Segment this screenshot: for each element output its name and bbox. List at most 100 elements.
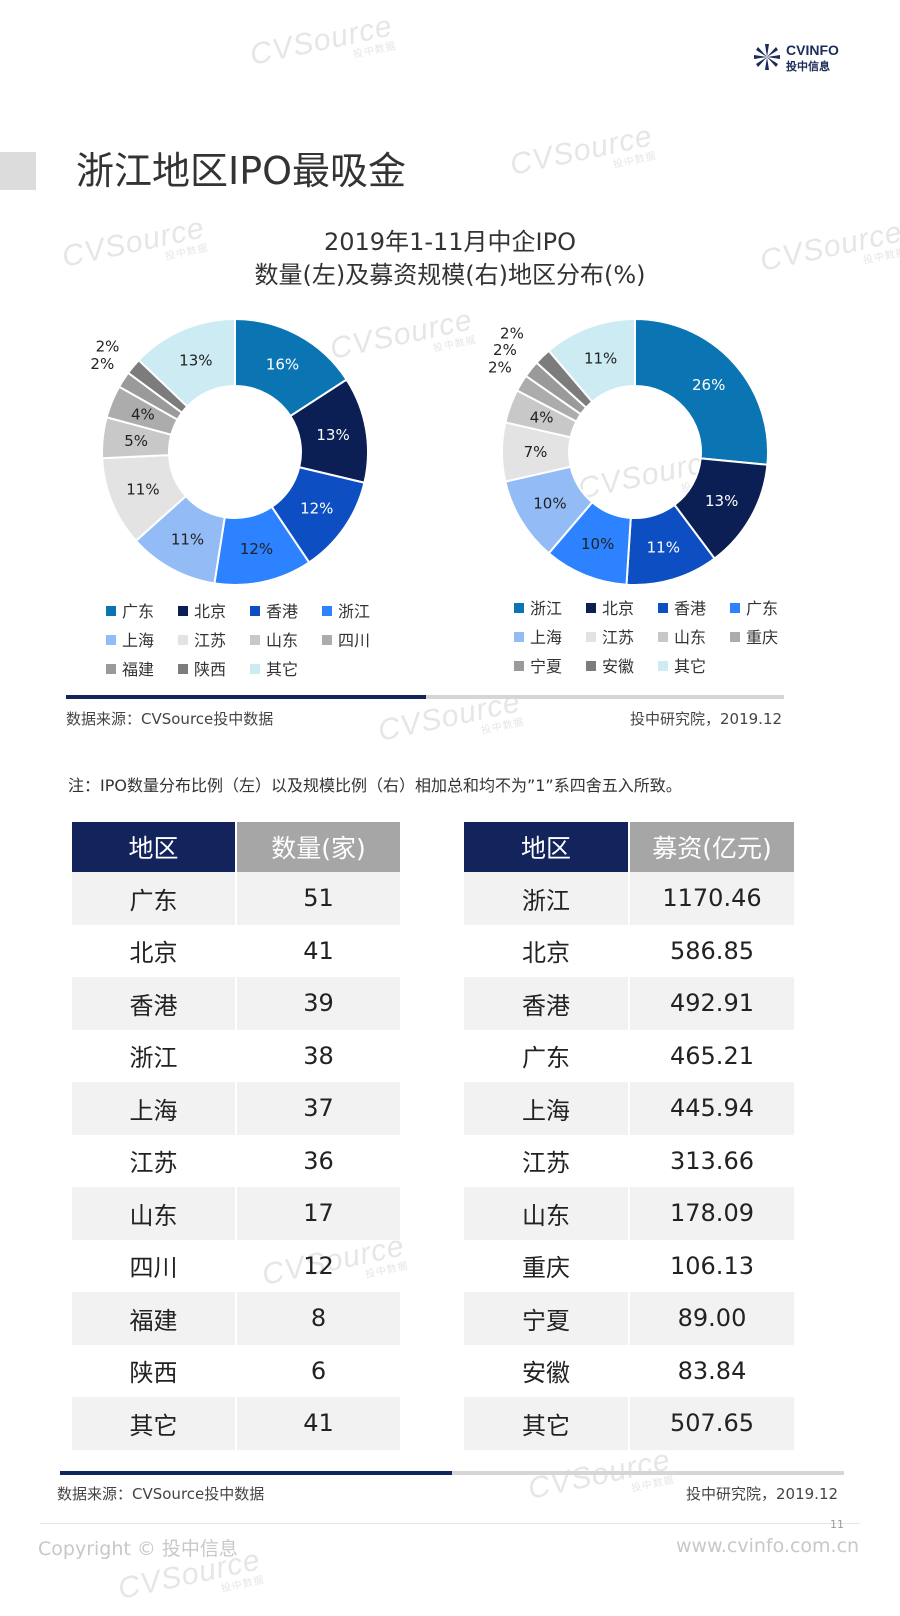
legend-swatch (586, 661, 596, 671)
table-row: 广东 51 (72, 872, 400, 925)
slice-label: 5% (124, 432, 148, 450)
ipo-count-table: 地区 数量(家) 广东 51 北京 41 香港 39 浙江 38 上海 37 江苏 36 山东 17 四川 1… (72, 822, 400, 1450)
slice-label: 12% (240, 540, 273, 558)
cell-region: 福建 (72, 1292, 236, 1345)
legend-swatch (514, 632, 524, 642)
cell-region: 广东 (522, 1044, 570, 1073)
legend-item: 福建 (106, 656, 154, 680)
legend-label: 四川 (338, 631, 371, 650)
legend-item: 北京 (178, 598, 226, 622)
legend-item: 山东 (658, 624, 706, 648)
cell-value: 37 (235, 1082, 400, 1135)
donut-chart-amount: 26%13%11%10%10%7%4%2%2%2%11% (488, 317, 769, 586)
legend-item: 上海 (514, 624, 562, 648)
legend-label: 香港 (266, 602, 299, 621)
legend-swatch (250, 635, 260, 645)
legend-amount: 浙江 北京 香港 广东 上海 江苏 山东 重庆 宁夏 安徽 其它 (514, 595, 814, 683)
cell-value: 465.21 (628, 1029, 794, 1082)
cell-value: 313.66 (628, 1134, 794, 1187)
chart-title-line1: 2019年1-11月中企IPO (324, 228, 576, 256)
table-row: 广东 465.21 (464, 1029, 794, 1082)
slice-label: 2% (96, 338, 120, 356)
legend-label: 香港 (674, 599, 707, 618)
chart-source-rule (66, 695, 784, 699)
slice-label: 2% (500, 325, 524, 343)
brand-mark-icon (754, 44, 780, 70)
legend-swatch (106, 664, 116, 674)
legend-item: 四川 (322, 627, 370, 651)
legend-label: 浙江 (530, 599, 563, 618)
slice-label: 4% (131, 405, 155, 423)
legend-label: 其它 (266, 660, 299, 679)
cell-region: 上海 (464, 1082, 629, 1135)
cell-value: 12 (235, 1239, 400, 1292)
website-link[interactable]: www.cvinfo.com.cn (676, 1535, 860, 1557)
cell-value: 492.91 (628, 977, 794, 1030)
cell-region: 浙江 (464, 872, 629, 925)
chart-title: 2019年1-11月中企IPO 数量(左)及募资规模(右)地区分布(%) (0, 226, 900, 292)
chart-title-line2: 数量(左)及募资规模(右)地区分布(%) (254, 261, 646, 289)
cell-region: 浙江 (129, 1044, 178, 1073)
legend-label: 北京 (194, 602, 227, 621)
legend-item: 其它 (658, 653, 706, 677)
cell-value: 586.85 (628, 924, 794, 977)
slice-label: 10% (533, 495, 566, 513)
legend-label: 广东 (122, 602, 155, 621)
legend-item: 浙江 (322, 598, 370, 622)
cell-region: 上海 (72, 1082, 236, 1135)
cell-region: 其它 (72, 1397, 236, 1450)
legend-item: 香港 (658, 595, 706, 619)
legend-swatch (322, 635, 332, 645)
slice-label: 2% (90, 355, 114, 373)
table-row: 江苏 36 (72, 1134, 400, 1187)
table-row: 浙江 38 (72, 1029, 400, 1082)
donut-slice-其它 (547, 317, 636, 404)
legend-swatch (250, 606, 260, 616)
table-header-amount: 募资(亿元) (628, 822, 794, 872)
legend-item: 重庆 (730, 624, 778, 648)
brand-subtitle: 投中信息 (786, 60, 830, 73)
table-header-region: 地区 (464, 822, 629, 872)
slice-label: 16% (266, 356, 299, 374)
cell-region: 北京 (522, 939, 570, 968)
legend-label: 陕西 (194, 660, 227, 679)
table-row: 香港 39 (72, 977, 400, 1030)
table-row: 陕西 6 (72, 1344, 400, 1397)
legend-label: 宁夏 (530, 657, 563, 676)
page-number: 11 (830, 1518, 844, 1531)
table-row: 浙江 1170.46 (464, 872, 794, 925)
table-row: 宁夏 89.00 (464, 1292, 794, 1345)
legend-swatch (658, 603, 668, 613)
legend-item: 江苏 (178, 627, 226, 651)
slice-label: 2% (488, 359, 512, 377)
cell-value: 445.94 (628, 1082, 794, 1135)
table-row: 安徽 83.84 (464, 1344, 794, 1397)
legend-item: 安徽 (586, 653, 634, 677)
legend-swatch (178, 606, 188, 616)
legend-label: 山东 (266, 631, 299, 650)
cell-value: 507.65 (628, 1397, 794, 1450)
footer-divider (40, 1523, 860, 1524)
cell-value: 1170.46 (628, 872, 794, 925)
copyright-text: Copyright © 投中信息 (38, 1538, 238, 1560)
cell-value: 178.09 (628, 1187, 794, 1240)
cell-value: 41 (235, 1397, 400, 1450)
legend-swatch (178, 635, 188, 645)
table-row: 上海 445.94 (464, 1082, 794, 1135)
cell-region: 安徽 (522, 1359, 570, 1388)
cell-value: 51 (235, 872, 400, 925)
donut-slice-其它 (137, 317, 236, 408)
table-row: 北京 586.85 (464, 924, 794, 977)
brand-name: CVINFO (786, 42, 839, 58)
table-header-region: 地区 (72, 822, 236, 872)
legend-label: 广东 (746, 599, 779, 618)
cell-region: 广东 (72, 872, 236, 925)
legend-item: 香港 (250, 598, 298, 622)
donut-slice-浙江 (634, 317, 769, 466)
brand-logo: CVINFO 投中信息 (752, 40, 852, 74)
slice-label: 11% (584, 350, 617, 368)
table-source-left: 数据来源：CVSource投中数据 (57, 1485, 265, 1503)
legend-swatch (730, 603, 740, 613)
slice-label: 12% (300, 500, 333, 518)
cell-region: 香港 (464, 977, 629, 1030)
